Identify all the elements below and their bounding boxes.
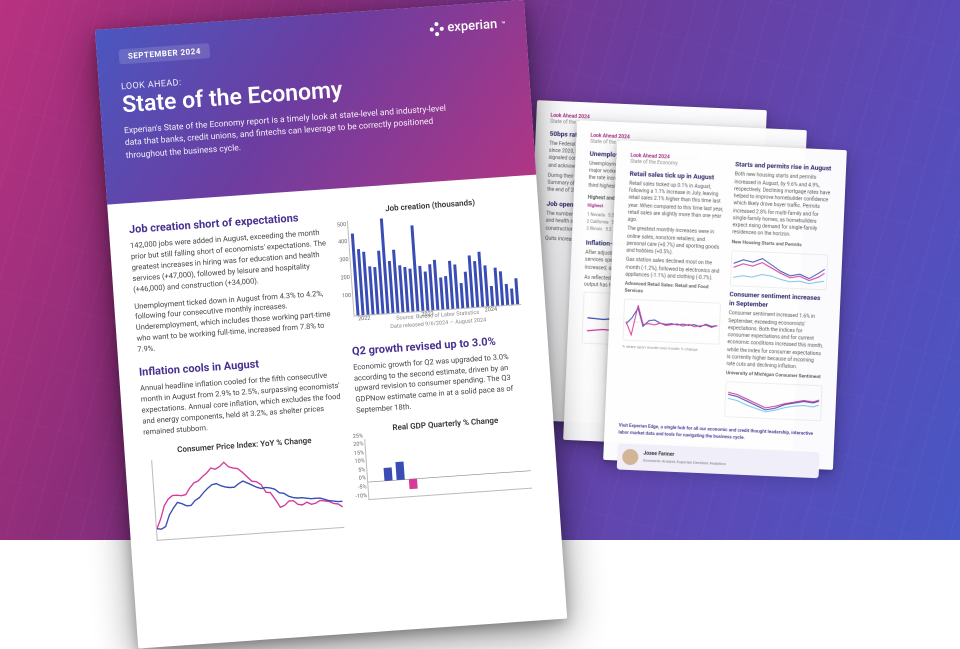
main-report-page: experian™ SEPTEMBER 2024 LOOK AHEAD: Sta… xyxy=(95,0,567,648)
body-text: Both new housing starts and permits incr… xyxy=(732,172,832,241)
heading-sentiment: Consumer sentiment increases in Septembe… xyxy=(729,290,827,313)
housing-chart xyxy=(730,250,828,290)
date-badge: SEPTEMBER 2024 xyxy=(118,43,210,64)
body-text: Economic growth for Q2 was upgraded to 3… xyxy=(353,350,532,417)
body-text: Annual headline inflation cooled for the… xyxy=(140,370,343,438)
body-text: Gas station sales declined most on the m… xyxy=(625,257,723,283)
body-text: The greatest monthly increases were in o… xyxy=(626,226,724,259)
left-column: Job creation short of expectations 142,0… xyxy=(128,203,350,541)
logo-icon xyxy=(429,21,444,36)
body-text: 142,000 jobs were added in August, excee… xyxy=(130,227,333,295)
mini-page-3: Look Ahead 2024 State of the Economy Ret… xyxy=(603,140,847,470)
content-grid: Job creation short of expectations 142,0… xyxy=(107,175,560,543)
body-text: Consumer sentiment increased 1.6% in Sep… xyxy=(726,311,825,373)
body-text: Retail sales ticked up 0.1% in August, f… xyxy=(627,181,726,229)
brand-name: experian xyxy=(447,17,498,35)
job-creation-chart: 100200300400500 2022 2023 2024 xyxy=(347,209,521,316)
hero: experian™ SEPTEMBER 2024 LOOK AHEAD: Sta… xyxy=(95,0,536,205)
x-label: 2022 xyxy=(358,315,371,324)
sentiment-chart xyxy=(724,382,822,422)
x-label: 2024 xyxy=(485,306,498,315)
brand-logo: experian™ xyxy=(429,16,506,36)
gdp-chart: -10%-5%0%5%10%15%20%25% xyxy=(364,427,532,499)
body-text: Unemployment ticked down in August from … xyxy=(134,288,337,356)
chart-title: Advanced Retail Sales: Retail and Food S… xyxy=(624,282,722,300)
retail-chart xyxy=(622,299,721,345)
cpi-chart xyxy=(151,447,344,541)
chart-legend: % share upon month-over-month % change xyxy=(622,344,719,354)
cta-text: Visit Experian Edge, a single hub for al… xyxy=(618,424,820,446)
author-avatar xyxy=(622,448,639,465)
right-column: Job creation (thousands) 100200300400500… xyxy=(342,190,540,527)
chart-title: University of Michigan Consumer Sentimen… xyxy=(726,372,823,383)
x-label: 2023 xyxy=(421,311,434,320)
chart-title: New Housing Starts and Permits xyxy=(732,240,829,251)
